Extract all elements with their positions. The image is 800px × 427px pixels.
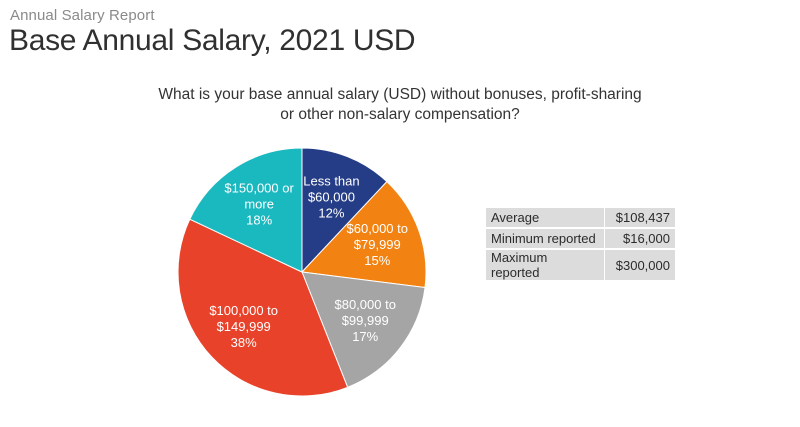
pie-slice-2 [301,271,426,388]
question-line-1: What is your base annual salary (USD) wi… [158,86,642,103]
pie-slice-label-3: $100,000 to $149,999 38% [209,303,278,350]
question-line-2: or other non-salary compensation? [280,106,520,123]
pie-slice-label-1: $60,000 to $79,999 15% [347,221,408,268]
stats-value: $16,000 [605,229,676,248]
slice-category-text: $149,999 [217,319,271,334]
stats-row-maximum: Maximum reported $300,000 [486,250,676,280]
slice-percent: 12% [318,206,344,221]
slice-category-text: $100,000 to [209,303,278,318]
pie-slice-3 [177,218,349,397]
slice-category-text: more [244,196,274,211]
pie-slice-label-0: Less than $60,000 12% [303,174,359,221]
slice-percent: 18% [246,212,272,227]
slice-category-text: $150,000 or [224,180,294,195]
pie-slice-4 [189,147,303,273]
stats-label: Maximum reported [486,250,605,280]
stats-row-average: Average $108,437 [486,208,676,227]
slice-category-text: Less than [303,174,359,189]
slice-category-text: $80,000 to [334,297,395,312]
salary-stats-table: Average $108,437 Minimum reported $16,00… [486,206,676,282]
stats-value: $108,437 [605,208,676,227]
chart-question: What is your base annual salary (USD) wi… [155,85,645,125]
stats-label: Average [486,208,605,227]
stats-label: Minimum reported [486,229,605,248]
pie-slice-1 [300,180,427,289]
slice-percent: 38% [231,335,257,350]
report-label: Annual Salary Report [10,7,155,24]
page-title: Base Annual Salary, 2021 USD [9,24,416,57]
slice-category-text: $99,999 [342,313,389,328]
stats-row-minimum: Minimum reported $16,000 [486,229,676,248]
slice-percent: 15% [364,253,390,268]
pie-slice-label-4: $150,000 or more 18% [224,180,294,227]
slice-category-text: $79,999 [354,237,401,252]
slice-category-text: $60,000 [308,190,355,205]
pie-slice-label-2: $80,000 to $99,999 17% [334,297,395,344]
pie-slice-0 [301,147,388,274]
slice-category-text: $60,000 to [347,221,408,236]
stats-value: $300,000 [605,250,676,280]
slice-percent: 17% [352,329,378,344]
